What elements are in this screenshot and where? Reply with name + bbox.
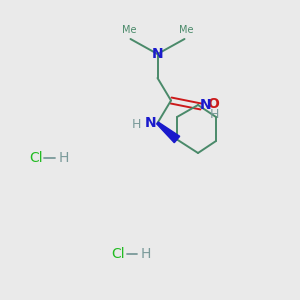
- Text: O: O: [208, 97, 220, 110]
- Text: N: N: [200, 98, 212, 112]
- Text: Cl: Cl: [112, 247, 125, 260]
- Text: N: N: [145, 116, 156, 130]
- Text: Me: Me: [179, 25, 193, 35]
- Text: Cl: Cl: [29, 151, 43, 164]
- Text: H: H: [132, 118, 141, 131]
- Text: Me: Me: [122, 25, 136, 35]
- Polygon shape: [157, 122, 180, 143]
- Text: N: N: [152, 47, 163, 61]
- Text: H: H: [141, 247, 152, 260]
- Text: H: H: [58, 151, 69, 164]
- Text: H: H: [209, 107, 219, 121]
